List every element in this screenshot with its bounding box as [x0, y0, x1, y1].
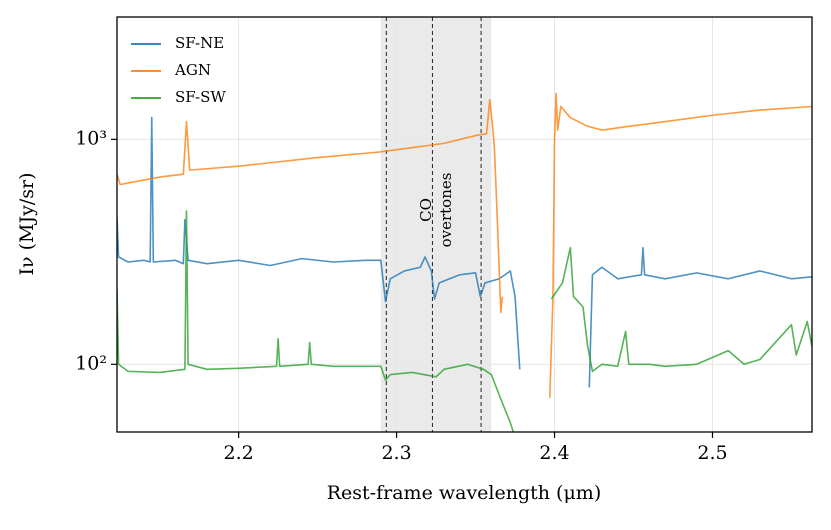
plot-area — [117, 92, 812, 432]
x-axis-label: Rest-frame wavelength (μm) — [327, 482, 602, 504]
annotation: overtones — [437, 173, 455, 248]
series-line — [117, 210, 812, 432]
shaded-region — [380, 17, 492, 432]
annotation: CO — [417, 198, 435, 222]
series-line — [117, 92, 812, 398]
y-axis-label: Iν (MJy/sr) — [16, 173, 38, 276]
x-tick-label: 2.2 — [224, 442, 254, 464]
series-line — [117, 116, 812, 388]
legend-label: SF-SW — [175, 88, 226, 106]
y-tick-label: 10² — [75, 352, 107, 374]
legend-label: AGN — [174, 61, 211, 79]
legend-label: SF-NE — [175, 34, 224, 52]
plot-frame — [116, 16, 813, 433]
x-tick-label: 2.5 — [697, 442, 727, 464]
x-tick-label: 2.4 — [539, 442, 569, 464]
y-tick-label: 10³ — [75, 127, 107, 149]
x-tick-label: 2.3 — [381, 442, 411, 464]
